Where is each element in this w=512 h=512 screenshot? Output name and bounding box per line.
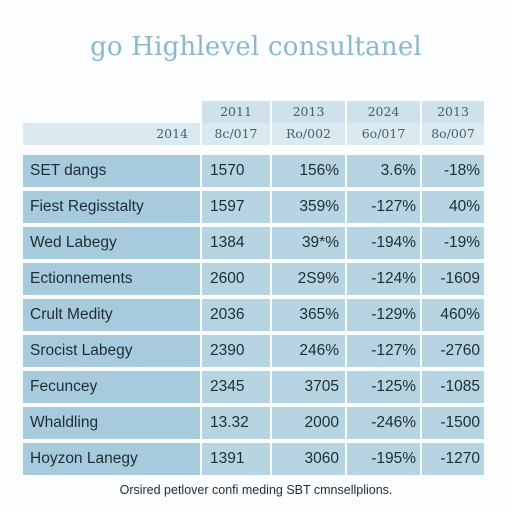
table-cell: -1270 [420, 443, 484, 475]
table-row: Wed Labegy 1384 39*% -194% -19% [23, 227, 484, 259]
table-cell: 2345 [200, 371, 270, 403]
table-cell: -129% [345, 299, 420, 331]
footnote: Orsired petlover confi meding SBT cmnsel… [119, 483, 393, 497]
table-cell: -194% [345, 227, 420, 259]
table-cell: 1597 [200, 191, 270, 223]
table-cell: 40% [420, 191, 484, 223]
table-cell: 2600 [200, 263, 270, 295]
row-label: SET dangs [23, 155, 200, 187]
header-year-4: 2013 [420, 101, 484, 123]
table-cell: 1391 [200, 443, 270, 475]
table-cell: -1500 [420, 407, 484, 439]
table-row: Fecuncey 2345 3705 -125% -1085 [23, 371, 484, 403]
table-cell: -1085 [420, 371, 484, 403]
table-cell: 246% [270, 335, 345, 367]
table-cell: 2390 [200, 335, 270, 367]
table-cell: 2S9% [270, 263, 345, 295]
table-cell: 460% [420, 299, 484, 331]
table-row: Fiest Regisstalty 1597 359% -127% 40% [23, 191, 484, 223]
header-year-3: 2024 [345, 101, 420, 123]
table-cell: -127% [345, 191, 420, 223]
table-cell: -19% [420, 227, 484, 259]
table-row: Ectionnements 2600 2S9% -124% -1609 [23, 263, 484, 295]
subheader-3: 6o/017 [345, 123, 420, 145]
table-cell: 1384 [200, 227, 270, 259]
row-label: Fiest Regisstalty [23, 191, 200, 223]
table-cell: 1570 [200, 155, 270, 187]
table-cell: -124% [345, 263, 420, 295]
table-row: Whaldling 13.32 2000 -246% -1500 [23, 407, 484, 439]
table-cell: -2760 [420, 335, 484, 367]
table-cell: 156% [270, 155, 345, 187]
table-cell: -195% [345, 443, 420, 475]
header-gap [23, 145, 484, 151]
table-cell: 2000 [270, 407, 345, 439]
header-year-2: 2013 [270, 101, 345, 123]
header-row-label: 2014 [23, 123, 200, 145]
table-row: SET dangs 1570 156% 3.6% -18% [23, 155, 484, 187]
header-row-years: 2011 2013 2024 2013 [23, 101, 484, 123]
row-label: Crult Medity [23, 299, 200, 331]
table-row: Crult Medity 2036 365% -129% 460% [23, 299, 484, 331]
row-label: Srocist Labegy [23, 335, 200, 367]
subheader-1: 8c/017 [200, 123, 270, 145]
table-cell: 3.6% [345, 155, 420, 187]
row-label: Whaldling [23, 407, 200, 439]
table-cell: 3705 [270, 371, 345, 403]
table-cell: 365% [270, 299, 345, 331]
header-blank-cell [23, 101, 200, 123]
row-label: Ectionnements [23, 263, 200, 295]
table-cell: 13.32 [200, 407, 270, 439]
table-row: Srocist Labegy 2390 246% -127% -2760 [23, 335, 484, 367]
page-title: go Highlevel consultanel [90, 32, 422, 62]
row-label: Hoyzon Lanegy [23, 443, 200, 475]
table-cell: 2036 [200, 299, 270, 331]
subheader-4: 8o/007 [420, 123, 484, 145]
table-cell: -125% [345, 371, 420, 403]
row-label: Wed Labegy [23, 227, 200, 259]
table-cell: -246% [345, 407, 420, 439]
header-row-sub: 2014 8c/017 Ro/002 6o/017 8o/007 [23, 123, 484, 145]
header-year-1: 2011 [200, 101, 270, 123]
table-cell: -1609 [420, 263, 484, 295]
data-table: 2011 2013 2024 2013 2014 8c/017 Ro/002 6… [23, 101, 484, 475]
subheader-2: Ro/002 [270, 123, 345, 145]
table-cell: -127% [345, 335, 420, 367]
table-cell: 359% [270, 191, 345, 223]
table-cell: -18% [420, 155, 484, 187]
row-label: Fecuncey [23, 371, 200, 403]
table-row: Hoyzon Lanegy 1391 3060 -195% -1270 [23, 443, 484, 475]
table-cell: 3060 [270, 443, 345, 475]
table-cell: 39*% [270, 227, 345, 259]
